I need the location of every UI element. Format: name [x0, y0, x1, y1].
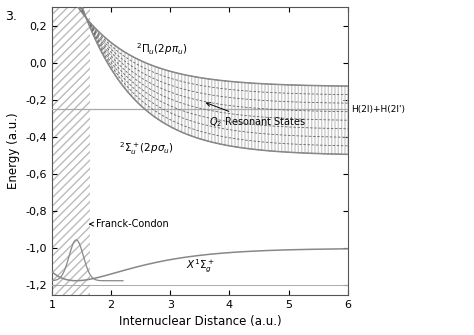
Bar: [52, 7, 91, 295]
Text: Franck-Condon: Franck-Condon: [90, 219, 169, 229]
Text: $X^1\Sigma_g^+$: $X^1\Sigma_g^+$: [185, 258, 214, 275]
Y-axis label: Energy (a.u.): Energy (a.u.): [7, 113, 20, 189]
Text: $Q_2$ Resonant States: $Q_2$ Resonant States: [207, 103, 306, 129]
Text: 3.: 3.: [5, 10, 17, 23]
X-axis label: Internuclear Distance (a.u.): Internuclear Distance (a.u.): [118, 315, 281, 328]
Text: H(2l)+H(2l'): H(2l)+H(2l'): [351, 105, 405, 114]
Text: $^2\Sigma_u^+(2p\sigma_u)$: $^2\Sigma_u^+(2p\sigma_u)$: [119, 141, 174, 157]
Text: $^2\Pi_u(2p\pi_u)$: $^2\Pi_u(2p\pi_u)$: [136, 41, 187, 57]
